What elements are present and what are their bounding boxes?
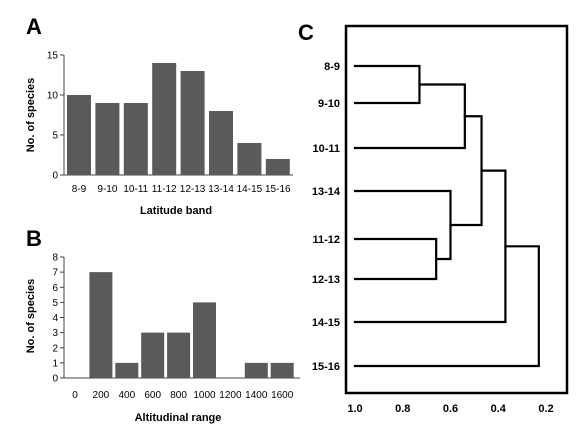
panel-a-x-tick-label: 9-10: [97, 184, 117, 195]
panel-a-letter: A: [26, 14, 42, 39]
panel-b-x-tick-label: 0: [72, 390, 78, 401]
panel-c-merge-link: [353, 237, 438, 281]
panel-b-x-tick-label: 800: [170, 390, 187, 401]
panel-c-leaf-label: 11-12: [312, 234, 340, 246]
panel-c-leaf-label: 9-10: [318, 98, 340, 110]
panel-b-y-tick-label: 2: [52, 343, 58, 354]
panel-c-x-tick-label: 1.0: [347, 403, 362, 415]
panel-c-frame: [344, 24, 569, 395]
panel-a-x-tick-label: 10-11: [123, 184, 148, 195]
panel-b-bar-1600: [270, 362, 294, 378]
panel-c-merge-link: [353, 64, 421, 105]
panel-a-bar-14-15: [237, 143, 262, 175]
panel-a-y-axis-title: No. of species: [25, 78, 37, 153]
panel-a-x-tick-label: 15-16: [265, 184, 291, 195]
panel-a-x-tick-label: 12-13: [180, 184, 206, 195]
panel-b-y-tick-label: 5: [52, 298, 58, 309]
panel-b-y-tick-label: 0: [52, 374, 58, 385]
panel-b-bar-1000: [193, 302, 216, 378]
panel-c-leaf-label: 15-16: [312, 361, 340, 373]
panel-c-leaf-label: 13-14: [312, 186, 341, 198]
panel-c-merge-link: [353, 245, 540, 368]
panel-b-y-tick-label: 6: [52, 283, 58, 294]
panel-b-bar-600: [141, 332, 165, 378]
panel-a-x-tick-label: 8-9: [72, 184, 87, 195]
panel-b-x-tick-label: 1400: [245, 390, 268, 401]
panel-a-y-tick-label: 10: [47, 91, 59, 102]
panel-c-letter: C: [298, 20, 314, 45]
panel-a-bar-12-13: [180, 71, 205, 175]
panel-b-y-axis-title: No. of species: [25, 279, 37, 354]
panel-c-merge-link: [449, 115, 483, 227]
panel-b-bar-800: [167, 332, 191, 378]
panel-b-x-tick-label: 200: [93, 390, 110, 401]
panel-c-leaf-label: 14-15: [312, 317, 340, 329]
panel-c-leaf-label: 10-11: [312, 143, 340, 155]
panel-b-bar-1400: [244, 362, 268, 378]
panel-b-x-tick-label: 1200: [219, 390, 242, 401]
panel-a-bar-9-10: [95, 103, 120, 175]
panel-a-bar-15-16: [265, 159, 290, 175]
panel-b-bar-400: [115, 362, 139, 378]
panel-a-y-tick-label: 15: [47, 51, 59, 62]
panel-a-y-tick-label: 0: [52, 171, 58, 182]
panel-a-x-tick-label: 11-12: [152, 184, 177, 195]
panel-c-x-tick-label: 0.6: [443, 403, 458, 415]
panel-a-latitude-chart: 0 5 10 15 8-9 9-10 10-11 11-12 12-13 13-14 14-15 1…: [25, 51, 293, 217]
panel-b-y-tick-label: 3: [52, 328, 58, 339]
panel-c-x-tick-label: 0.2: [538, 403, 553, 415]
panel-a-bar-10-11: [123, 103, 148, 175]
panel-a-x-axis-title: Latitude band: [140, 205, 212, 217]
panel-a-y-tick-label: 5: [52, 131, 58, 142]
panel-c-dendrogram: 8-9 9-10 10-11 13-14 11-12 12-13 14-15 15-16 1.…: [312, 24, 569, 415]
panel-c-x-tick-label: 0.4: [491, 403, 507, 415]
panel-c-merge-link: [353, 83, 466, 150]
panel-a-bar-11-12: [152, 63, 177, 175]
panel-b-y-tick-label: 8: [52, 253, 58, 264]
panel-b-bar-200: [89, 272, 113, 378]
panel-c-x-tick-label: 0.8: [395, 403, 410, 415]
panel-b-y-tick-label: 4: [52, 313, 58, 324]
panel-b-x-tick-label: 1000: [193, 390, 216, 401]
panel-a-x-tick-label: 14-15: [237, 184, 263, 195]
panel-a-bar-13-14: [209, 111, 233, 175]
panel-c-leaf-label: 12-13: [312, 274, 340, 286]
panel-c-leaf-label: 8-9: [324, 61, 340, 73]
panel-a-x-tick-label: 13-14: [208, 184, 234, 195]
panel-b-x-tick-label: 1600: [271, 390, 294, 401]
panel-b-x-tick-label: 600: [144, 390, 161, 401]
panel-b-y-tick-label: 1: [52, 358, 58, 369]
panel-b-x-tick-label: 400: [118, 390, 135, 401]
panel-b-letter: B: [26, 226, 42, 251]
panel-c-merge-link: [353, 169, 507, 324]
panel-b-y-tick-label: 7: [52, 268, 58, 279]
panel-b-x-axis-title: Altitudinal range: [135, 412, 222, 424]
panel-a-bar-8-9: [67, 95, 91, 175]
